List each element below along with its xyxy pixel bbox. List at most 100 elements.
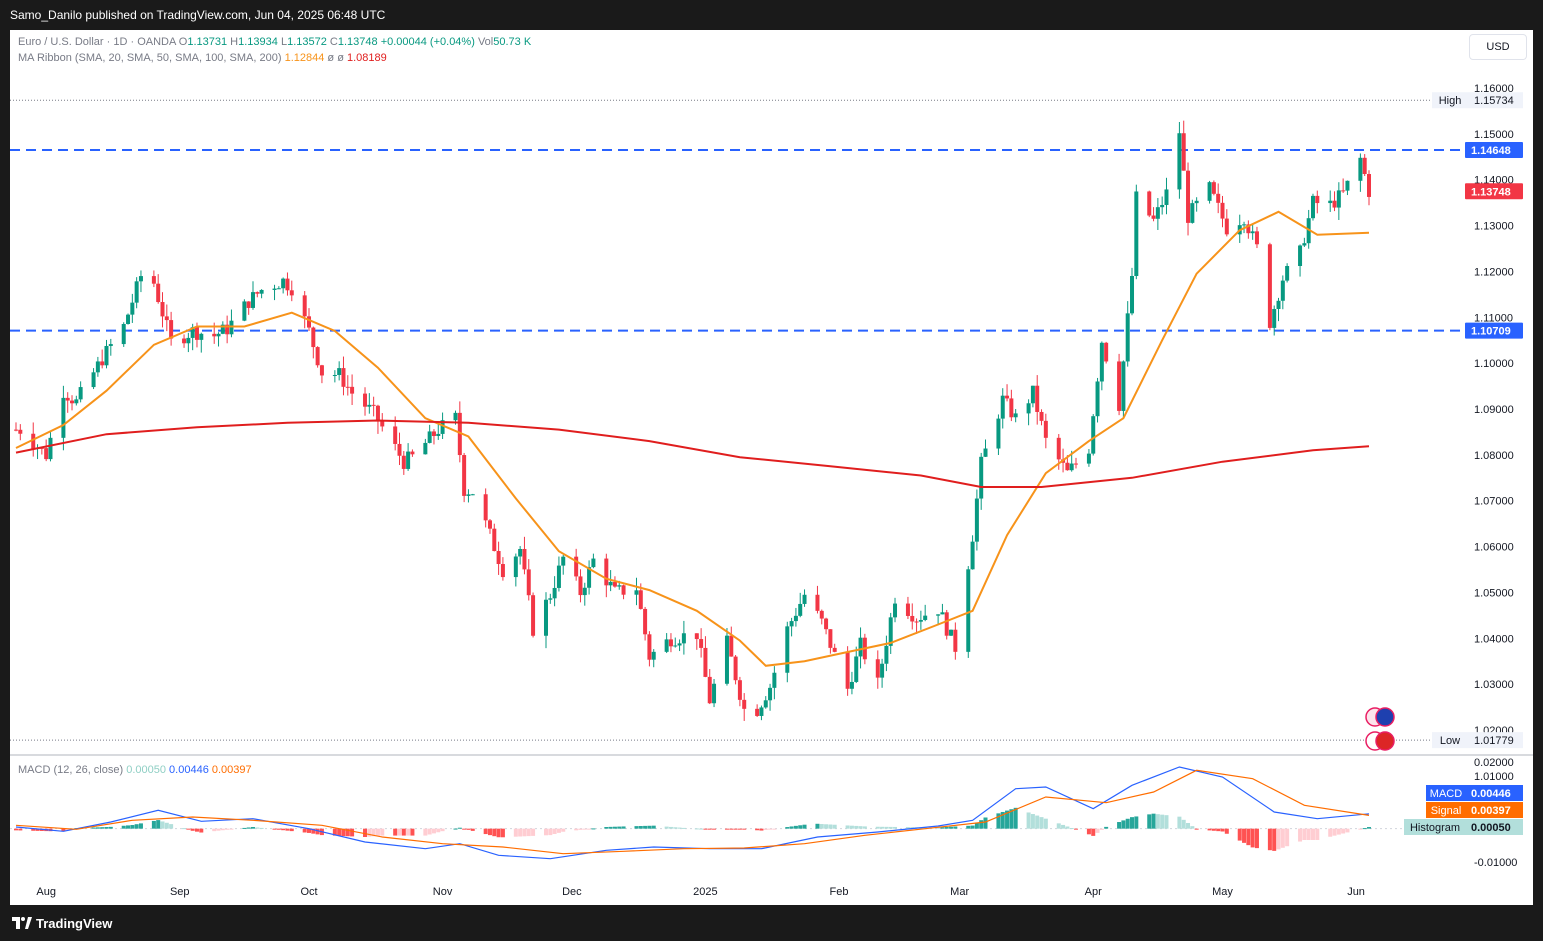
candle-body (1345, 180, 1350, 191)
macd-histogram-bar (216, 828, 221, 831)
candle (487, 518, 492, 534)
candle-body (793, 615, 798, 622)
candle-body (884, 645, 889, 664)
candle-body (350, 386, 355, 394)
candle (229, 309, 234, 338)
macd-histogram-bar (552, 828, 557, 834)
macd-histogram-bar (397, 828, 402, 836)
candle-body (880, 663, 885, 678)
candle (401, 451, 406, 475)
candle-body (1302, 243, 1307, 246)
candle (104, 339, 109, 369)
candle-body (453, 412, 458, 421)
macd-histogram-bar (337, 828, 342, 836)
macd-histogram-bar (100, 827, 105, 829)
candle (802, 589, 807, 607)
macd-histogram-bar (31, 828, 36, 831)
footer-bar: TradingView (0, 905, 1543, 941)
price-tick-label: 1.05000 (1474, 587, 1514, 599)
candle-body (1298, 245, 1303, 266)
open-label: O (178, 36, 188, 48)
candle (621, 584, 626, 600)
high-value-bg (1469, 92, 1523, 109)
macd-histogram-bar (220, 828, 225, 831)
macd-histogram-bar (522, 828, 527, 837)
candle (763, 696, 768, 709)
candle (1280, 275, 1285, 310)
event-flag-us-icon (1365, 731, 1395, 751)
candle (1367, 170, 1371, 206)
candle (169, 311, 174, 346)
macd-histogram-bar (526, 828, 531, 837)
candle (944, 609, 949, 640)
candle (427, 424, 432, 444)
candle (242, 299, 247, 322)
candle (1358, 153, 1363, 192)
ma100-value: ø (337, 52, 344, 64)
macd-histogram-bar (561, 828, 566, 832)
macd-histogram-bar (457, 827, 462, 829)
candle (513, 553, 518, 587)
macd-histogram-bar (130, 825, 135, 829)
macd-histogram-bar (255, 827, 260, 829)
candle-body (337, 368, 342, 376)
candle-body (1211, 182, 1216, 194)
ma20-value: 1.12844 (284, 52, 325, 64)
macd-histogram-bar (1095, 828, 1100, 833)
candle-body (617, 585, 622, 587)
candle (1117, 353, 1122, 416)
candle (483, 488, 488, 528)
macd-histogram-bar (1125, 818, 1130, 829)
candle-body (1117, 361, 1122, 411)
candle (289, 280, 294, 302)
candle-body (285, 278, 290, 291)
candle-body (621, 585, 626, 595)
macd-histogram-bar (367, 828, 372, 837)
candle-body (1160, 204, 1165, 208)
chart-svg[interactable]: 1.160001.150001.140001.130001.120001.110… (10, 30, 1533, 905)
candle (1250, 224, 1255, 240)
candle-body (940, 612, 945, 615)
currency-button[interactable]: USD (1469, 34, 1527, 60)
candle-body (729, 635, 734, 657)
candle-body (905, 603, 910, 616)
macd-histogram-bar (518, 828, 523, 837)
macd-tag-value: 0.00446 (1471, 788, 1511, 800)
macd-histogram-bar (332, 828, 337, 836)
macd-histogram-bar (785, 827, 790, 829)
candle (1181, 120, 1186, 171)
macd-hist-value: 0.00050 (126, 764, 166, 776)
ma-ribbon-label: MA Ribbon (SMA, 20, SMA, 50, SMA, 100, S… (18, 52, 282, 64)
candle-body (949, 629, 954, 636)
candle (815, 585, 820, 614)
candle-body (70, 400, 75, 404)
candle (367, 393, 372, 414)
candle (849, 671, 854, 695)
candle-body (104, 345, 109, 366)
macd-signal-value: 0.00397 (211, 764, 252, 776)
candle-body (315, 347, 320, 366)
candle-body (707, 676, 712, 704)
macd-histogram-bar (440, 828, 445, 832)
candle-body (259, 289, 264, 294)
macd-histogram-bar (763, 828, 768, 830)
macd-histogram-bar (1005, 810, 1010, 829)
candle-body (1194, 200, 1199, 204)
candle-body (832, 647, 837, 652)
candle (1164, 177, 1169, 215)
candle (858, 627, 863, 669)
candle-body (1181, 133, 1186, 171)
candle-body (341, 368, 346, 387)
candle (1310, 193, 1315, 221)
macd-histogram-bar (1211, 828, 1216, 831)
macd-histogram-bar (858, 826, 863, 829)
candle-body (1220, 202, 1225, 219)
candle (1190, 199, 1195, 224)
candle (880, 658, 885, 688)
candle (1345, 180, 1350, 196)
macd-histogram-bar (341, 828, 346, 837)
macd-histogram-bar (793, 825, 798, 829)
candle-body (212, 333, 217, 337)
candle (138, 270, 143, 293)
candle-body (802, 594, 807, 604)
